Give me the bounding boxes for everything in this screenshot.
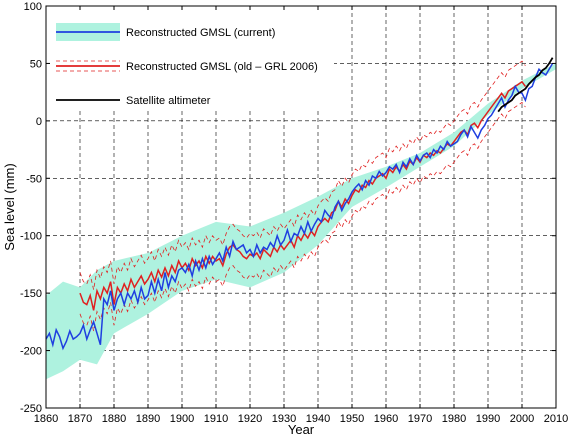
x-tick-label: 1970 [408,413,432,425]
uncertainty-band-current [46,63,556,380]
x-tick-label: 2000 [510,413,534,425]
x-tick-label: 1950 [340,413,364,425]
x-tick-label: 1990 [476,413,500,425]
y-axis-title: Sea level (mm) [2,163,17,250]
x-tick-label: 1880 [102,413,126,425]
x-tick-label: 1900 [170,413,194,425]
legend-label-satellite: Satellite altimeter [126,95,211,107]
x-tick-label: 1910 [204,413,228,425]
y-tick-label: 0 [36,116,42,128]
x-tick-label: 1890 [136,413,160,425]
y-tick-label: 50 [30,58,42,70]
x-tick-label: 1870 [68,413,92,425]
legend-label-current: Reconstructed GMSL (current) [126,27,275,39]
x-axis-title: Year [288,422,315,437]
x-tick-label: 2010 [544,413,568,425]
y-tick-label: -150 [20,288,42,300]
x-tick-label: 1930 [272,413,296,425]
x-tick-label: 1960 [374,413,398,425]
legend-entry-current: Reconstructed GMSL (current) [56,23,275,41]
y-tick-label: -200 [20,346,42,358]
x-tick-label: 1940 [306,413,330,425]
y-tick-label: -250 [20,403,42,415]
y-tick-label: -50 [26,173,42,185]
old-series-upper-bound [79,60,526,290]
x-tick-label: 1980 [442,413,466,425]
old-series-lower-bound [79,101,526,332]
legend-entry-satellite: Satellite altimeter [56,95,211,107]
y-axis-ticks: -250 -200 -150 -100 -50 0 50 100 [20,1,556,415]
x-tick-label: 1920 [238,413,262,425]
legend-entry-old: Reconstructed GMSL (old – GRL 2006) [56,60,318,73]
y-tick-label: 100 [24,1,42,13]
x-axis-ticks: 1860 1870 1880 1890 1900 1910 1920 1930 1940 1950… [34,6,568,425]
band-layer [46,63,556,380]
legend-label-old: Reconstructed GMSL (old – GRL 2006) [126,61,318,73]
y-tick-label: -100 [20,231,42,243]
plot-frame [45,5,557,409]
legend: Reconstructed GMSL (current) Reconstruct… [50,12,334,108]
series-line-current [45,63,554,351]
series-line-satellite [497,57,554,113]
series-layer [45,57,554,351]
x-tick-label: 1860 [34,413,58,425]
